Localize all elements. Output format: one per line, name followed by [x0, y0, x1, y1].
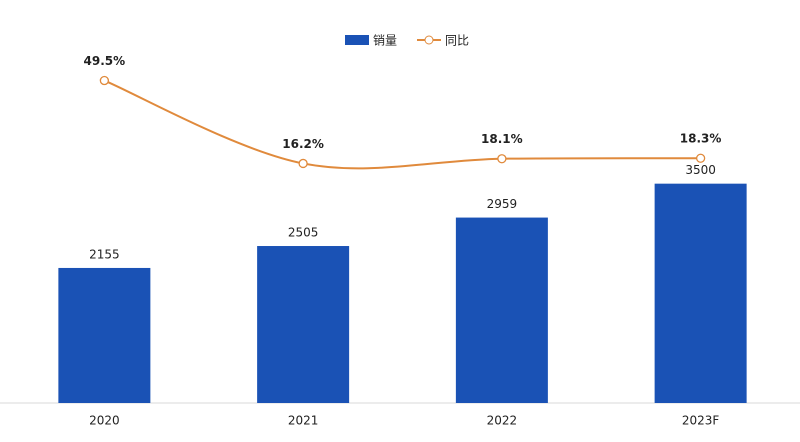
x-tick-label: 2020	[89, 414, 120, 428]
line-marker	[695, 153, 706, 163]
line	[103, 79, 701, 170]
value-label: 2505	[288, 226, 319, 240]
value-label: 16.2%	[282, 137, 324, 151]
x-tick-label: 2021	[288, 414, 319, 428]
legend-swatch	[345, 35, 369, 45]
legend-swatch	[424, 35, 434, 45]
x-tick-label: 2022	[487, 414, 518, 428]
value-label: 49.5%	[84, 54, 126, 68]
value-label: 18.3%	[680, 132, 722, 146]
bar	[455, 217, 548, 403]
line-marker	[497, 154, 507, 164]
legend-label: 销量	[373, 34, 397, 48]
bar	[58, 267, 151, 403]
x-tick-label: 2023F	[682, 414, 720, 428]
line-marker	[298, 158, 308, 169]
value-label: 2155	[89, 247, 120, 261]
value-label: 2959	[487, 197, 518, 211]
value-label: 3500	[685, 163, 716, 177]
bar	[257, 246, 350, 403]
line-marker	[99, 75, 110, 86]
value-label: 18.1%	[481, 132, 523, 146]
legend-label: 同比	[445, 34, 469, 48]
bar	[654, 183, 747, 403]
